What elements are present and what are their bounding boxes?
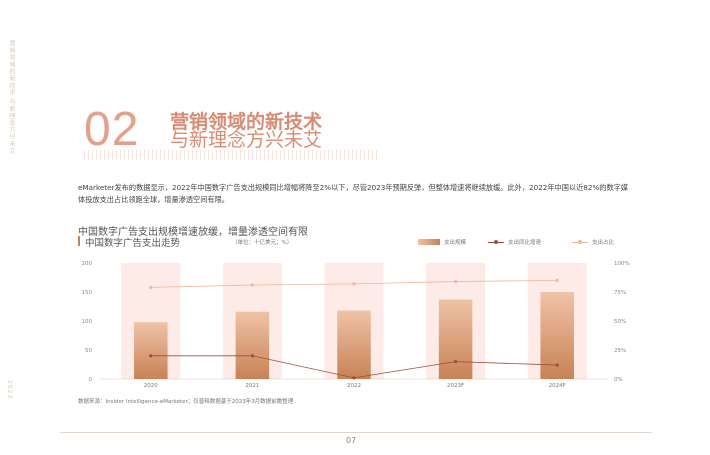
point-growth-2021 bbox=[250, 354, 254, 358]
legend-swatch-share bbox=[572, 240, 588, 244]
y-left-tick-label: 50 bbox=[85, 348, 92, 354]
legend-swatch-growth bbox=[488, 240, 504, 244]
point-growth-2023F bbox=[454, 360, 458, 364]
y-right-tick-label: 25% bbox=[614, 348, 626, 354]
bar-2022 bbox=[337, 310, 371, 379]
section-headline-line2: 与新理念方兴未艾 bbox=[170, 129, 323, 151]
y-left-tick-label: 200 bbox=[82, 261, 93, 267]
y-left-tick-label: 150 bbox=[82, 290, 93, 296]
x-tick-label-2022: 2022 bbox=[347, 383, 361, 389]
title-underline-decoration bbox=[84, 150, 380, 160]
legend-item-share: 支出占比 bbox=[572, 238, 614, 246]
y-right-tick-label: 0% bbox=[614, 377, 623, 383]
intro-paragraph: eMarketer发布的数据显示，2022年中国数字广告支出规模同比增幅将降至2… bbox=[78, 183, 629, 204]
point-growth-2020 bbox=[149, 354, 153, 358]
bar-2021 bbox=[235, 311, 270, 379]
section-headline-line1: 营销领域的新技术 bbox=[170, 111, 323, 133]
point-share-2024F bbox=[555, 278, 559, 282]
point-growth-2022 bbox=[352, 376, 356, 380]
footer-divider bbox=[60, 432, 652, 433]
legend-item-spend: 支出规模 bbox=[418, 238, 466, 246]
point-share-2020 bbox=[149, 285, 153, 289]
legend-item-growth: 支出同比增速 bbox=[488, 238, 541, 246]
side-vertical-year: 2023 bbox=[6, 380, 13, 400]
section-number: 02 bbox=[84, 103, 140, 156]
y-right-tick-label: 50% bbox=[614, 319, 626, 325]
x-tick-label-2020: 2020 bbox=[144, 383, 158, 389]
legend-label-share: 支出占比 bbox=[592, 240, 615, 246]
source-note: 数据来源：Insider Intelligence-eMarketer；仅普释数… bbox=[78, 399, 294, 405]
point-share-2023F bbox=[454, 279, 458, 284]
x-tick-label-2023F: 2023F bbox=[447, 383, 464, 389]
x-tick-label-2021: 2021 bbox=[245, 383, 259, 389]
y-left-tick-label: 100 bbox=[82, 319, 93, 325]
x-tick-label-2024F: 2024F bbox=[549, 383, 566, 389]
chart-unit-note: （单位：十亿美元；%） bbox=[232, 240, 293, 246]
legend-swatch-spend bbox=[418, 239, 440, 245]
y-right-tick-label: 75% bbox=[614, 290, 626, 296]
legend-label-growth: 支出同比增速 bbox=[508, 240, 542, 246]
chart-heading: 中国数字广告支出规模增速放缓，增量渗透空间有限 bbox=[78, 227, 308, 238]
chart-title-marker bbox=[78, 236, 80, 246]
point-growth-2024F bbox=[555, 363, 559, 367]
bar-2020 bbox=[134, 322, 168, 379]
bar-2023F bbox=[438, 299, 473, 379]
y-right-tick-label: 100% bbox=[614, 261, 630, 267]
y-left-tick-label: 0 bbox=[89, 377, 93, 383]
spend-chart: 0 50 100 150 200 0% 25% 50% 75% 100% 2020 2021 2022 2… bbox=[82, 261, 630, 389]
point-share-2021 bbox=[250, 283, 254, 287]
chart-title: 中国数字广告支出走势 bbox=[85, 238, 181, 249]
side-vertical-text: 营销领域的新技术 与新理念方兴未艾 bbox=[8, 40, 15, 155]
point-share-2022 bbox=[352, 282, 356, 286]
legend-label-spend: 支出规模 bbox=[444, 240, 467, 246]
page-number: 07 bbox=[346, 436, 357, 445]
